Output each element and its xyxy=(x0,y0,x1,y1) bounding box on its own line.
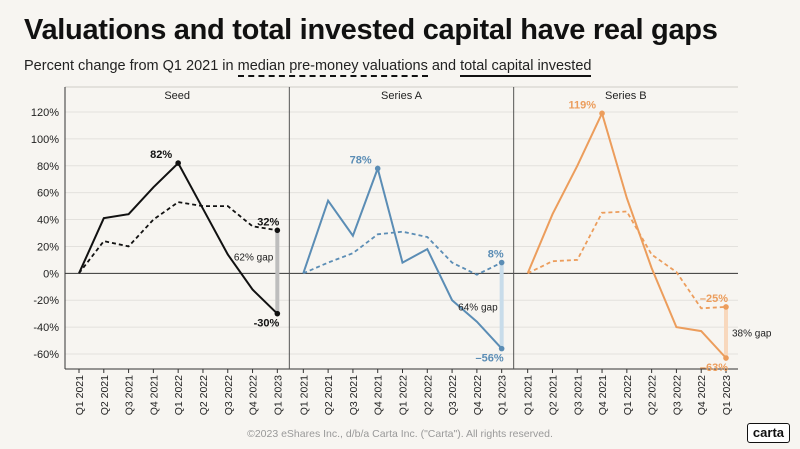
x-tick-label: Q2 2022 xyxy=(198,375,210,415)
x-tick-label: Q3 2022 xyxy=(447,375,459,415)
x-tick-label: Q1 2021 xyxy=(523,375,535,415)
x-tick-label: Q2 2021 xyxy=(547,375,559,415)
x-tick-label: Q3 2021 xyxy=(572,375,584,415)
end-point-valuation xyxy=(498,259,505,266)
series-line-capital xyxy=(526,110,727,359)
carta-logo: carta xyxy=(746,423,790,443)
y-tick-label: -40% xyxy=(33,322,59,334)
subtitle-middle: and xyxy=(427,58,461,74)
subtitle-prefix: Percent change from Q1 2021 in xyxy=(24,58,238,74)
series-line-capital xyxy=(78,161,278,315)
y-tick-label: 40% xyxy=(37,215,59,227)
peak-point xyxy=(599,110,605,117)
x-tick-label: Q4 2022 xyxy=(472,375,484,415)
panel-title: Series A xyxy=(381,90,423,102)
y-tick-label: -60% xyxy=(33,349,59,361)
y-tick-label: 20% xyxy=(37,241,59,253)
y-tick-label: 0% xyxy=(43,268,59,280)
x-tick-label: Q1 2022 xyxy=(622,375,634,415)
x-tick-label: Q1 2021 xyxy=(74,375,86,415)
gap-label: 62% gap xyxy=(234,252,274,263)
peak-label: 119% xyxy=(569,99,597,111)
end-point-valuation xyxy=(274,227,281,234)
x-tick-label: Q3 2021 xyxy=(348,375,360,415)
x-tick-label: Q2 2022 xyxy=(422,375,434,415)
panel-title: Series B xyxy=(605,90,647,102)
x-tick-label: Q3 2021 xyxy=(124,375,136,415)
end-valuation-label: –25% xyxy=(700,293,728,305)
x-tick-label: Q3 2022 xyxy=(671,375,683,415)
end-point-valuation xyxy=(723,304,729,310)
x-tick-label: Q1 2022 xyxy=(173,375,185,415)
x-tick-label: Q3 2022 xyxy=(223,375,235,415)
series-line-valuations xyxy=(302,230,503,276)
x-tick-label: Q4 2021 xyxy=(148,375,160,415)
peak-label: 78% xyxy=(350,154,372,166)
end-valuation-label: 32% xyxy=(257,216,279,228)
end-capital-label: -30% xyxy=(254,318,280,330)
x-tick-label: Q4 2021 xyxy=(373,375,385,415)
x-tick-label: Q4 2021 xyxy=(597,375,609,415)
gap-label: 38% gap xyxy=(732,328,772,339)
chart-area: -60% -40% -20% 0% 20% 40% 60% 80% 100% 120% Seed Q1… xyxy=(31,86,772,415)
legend-valuations: median pre-money valuations xyxy=(237,58,428,77)
x-tick-label: Q1 2023 xyxy=(497,375,509,415)
peak-label: 82% xyxy=(150,149,172,161)
y-tick-label: 120% xyxy=(31,107,59,119)
x-tick-label: Q1 2023 xyxy=(721,375,733,415)
x-tick-label: Q2 2022 xyxy=(647,375,659,415)
y-tick-label: 60% xyxy=(37,188,59,200)
chart-title: Valuations and total invested capital ha… xyxy=(24,14,718,46)
end-point-capital xyxy=(274,310,281,317)
x-tick-label: Q2 2021 xyxy=(99,375,111,415)
x-tick-label: Q1 2023 xyxy=(272,375,284,415)
peak-point xyxy=(374,165,381,172)
end-capital-label: –56% xyxy=(476,353,504,365)
end-valuation-label: 8% xyxy=(488,249,504,261)
x-tick-label: Q4 2022 xyxy=(248,375,260,415)
series-line-capital xyxy=(302,165,503,350)
x-tick-label: Q4 2022 xyxy=(696,375,708,415)
y-tick-label: -20% xyxy=(33,295,59,307)
legend-capital: total capital invested xyxy=(460,58,592,77)
y-tick-label: 80% xyxy=(37,161,59,173)
x-tick-label: Q2 2021 xyxy=(323,375,335,415)
peak-point xyxy=(175,160,181,166)
series-line-valuations xyxy=(78,201,278,274)
y-tick-label: 100% xyxy=(31,134,59,146)
x-tick-label: Q1 2021 xyxy=(298,375,310,415)
end-point-capital xyxy=(498,345,505,352)
end-point-capital xyxy=(723,355,729,361)
gap-label: 64% gap xyxy=(458,303,498,314)
series-line-valuations xyxy=(527,210,727,310)
x-tick-label: Q1 2022 xyxy=(398,375,410,415)
copyright-footer: ©2023 eShares Inc., d/b/a Carta Inc. ("C… xyxy=(247,428,553,440)
panel-title: Seed xyxy=(164,90,190,102)
chart-subtitle: Percent change from Q1 2021 in median pr… xyxy=(24,58,592,77)
end-capital-label: –63% xyxy=(700,362,728,374)
